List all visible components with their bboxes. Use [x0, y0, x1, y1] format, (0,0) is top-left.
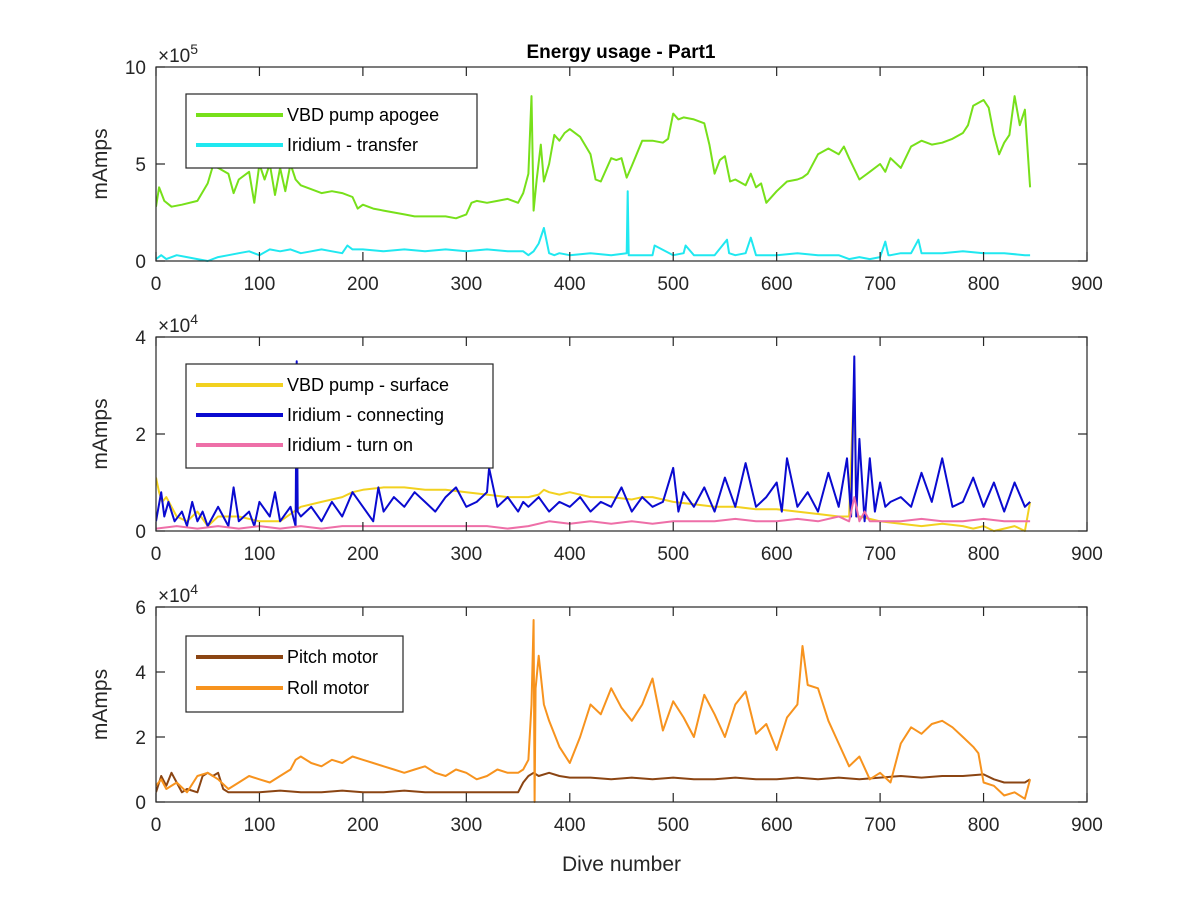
- x-tick-label: 200: [347, 815, 379, 836]
- x-tick-label: 200: [347, 274, 379, 295]
- x-tick-label: 200: [347, 544, 379, 565]
- x-tick-label: 700: [864, 815, 896, 836]
- x-tick-label: 400: [554, 274, 586, 295]
- axes-2: 0 100 200 300 400 500 600 700 800 900 0 2 4 ×104 mAmps…: [89, 311, 1103, 565]
- legend: VBD pump apogee Iridium - transfer: [185, 93, 478, 169]
- x-tick-label: 700: [864, 274, 896, 295]
- x-tick-label: 800: [968, 544, 1000, 565]
- x-tick-label: 800: [968, 815, 1000, 836]
- legend-label: Roll motor: [287, 678, 369, 698]
- x-tick-label: 300: [450, 544, 482, 565]
- x-tick-label: 100: [244, 274, 276, 295]
- axes-container: 0 100 200 300 400 500 600 700 800 9000510×105mAmp…: [89, 41, 1103, 876]
- axes-box: [155, 606, 1088, 803]
- legend-label: VBD pump - surface: [287, 375, 449, 395]
- y-exponent-label: ×104: [158, 311, 198, 337]
- x-tick-label: 500: [657, 815, 689, 836]
- legend-label: VBD pump apogee: [287, 105, 439, 125]
- series-line-pitch-motor: [156, 771, 1031, 794]
- y-axis-label: mAmps: [89, 128, 112, 199]
- series-line-vbd-pump-surface: [156, 374, 1032, 532]
- legend-label: Iridium - transfer: [287, 135, 418, 155]
- legend-box: [185, 93, 478, 169]
- axes-1: 0 100 200 300 400 500 600 700 800 900 0 5 10 ×105 mAmp…: [89, 41, 1103, 295]
- x-tick-label: 300: [450, 815, 482, 836]
- y-tick-label: 5: [135, 155, 146, 176]
- legend: VBD pump - surface Iridium - connecting Ir…: [185, 363, 494, 469]
- x-tick-label: 400: [554, 544, 586, 565]
- y-tick-label: 0: [135, 793, 146, 814]
- x-tick-label: 600: [761, 815, 793, 836]
- y-axis-label: mAmps: [89, 669, 112, 740]
- x-tick-label: 400: [554, 815, 586, 836]
- legend-label: Iridium - connecting: [287, 405, 444, 425]
- y-exponent-label: ×104: [158, 581, 198, 607]
- x-axis-label: Dive number: [562, 853, 681, 876]
- y-tick-label: 4: [135, 663, 146, 684]
- x-tick-label: 800: [968, 274, 1000, 295]
- x-tick-label: 600: [761, 274, 793, 295]
- y-tick-label: 6: [135, 598, 146, 619]
- x-tick-label: 500: [657, 274, 689, 295]
- x-tick-label: 900: [1071, 815, 1103, 836]
- y-tick-label: 0: [135, 522, 146, 543]
- x-tick-label: 100: [244, 815, 276, 836]
- y-exponent-label: ×105: [158, 41, 198, 67]
- series-group: [156, 355, 1032, 532]
- series-line-iridium-turn-on: [156, 496, 1031, 530]
- series-line-iridium-transfer: [156, 190, 1031, 262]
- x-tick-label: 500: [657, 544, 689, 565]
- x-tick-label: 0: [151, 544, 162, 565]
- series-line-iridium-connecting: [156, 355, 1031, 528]
- x-tick-label: 100: [244, 544, 276, 565]
- axes-3: 0 100 200 300 400 500 600 700 800 900 0 2 4 6 ×104 mAmp…: [89, 581, 1103, 876]
- x-tick-label: 900: [1071, 544, 1103, 565]
- legend-box: [185, 635, 404, 713]
- series-line-roll-motor: [156, 619, 1032, 803]
- x-tick-label: 600: [761, 544, 793, 565]
- y-tick-label: 0: [135, 252, 146, 273]
- x-tick-label: 0: [151, 274, 162, 295]
- y-tick-label: 2: [135, 425, 146, 446]
- x-tick-label: 700: [864, 544, 896, 565]
- x-tick-label: 300: [450, 274, 482, 295]
- y-tick-label: 10: [125, 58, 146, 79]
- y-tick-label: 4: [135, 328, 146, 349]
- x-tick-label: 900: [1071, 274, 1103, 295]
- y-axis-label: mAmps: [89, 398, 112, 469]
- x-tick-label: 0: [151, 815, 162, 836]
- legend-label: Iridium - turn on: [287, 435, 413, 455]
- y-tick-label: 2: [135, 728, 146, 749]
- figure-title: Energy usage - Part1: [526, 42, 715, 63]
- series-group: [156, 619, 1032, 803]
- legend: Pitch motor Roll motor: [185, 635, 404, 713]
- legend-label: Pitch motor: [287, 647, 378, 667]
